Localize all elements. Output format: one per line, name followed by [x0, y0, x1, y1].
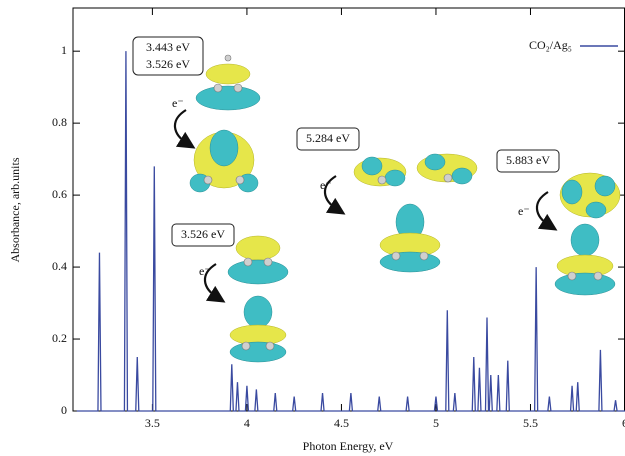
orbital-inset: 5.883 eV e⁻	[497, 150, 620, 295]
y-tick-label: 0	[61, 403, 67, 417]
y-tick-label: 0.6	[52, 187, 67, 201]
annotation: 3.526 eV	[181, 227, 225, 241]
y-axis-title: Absorbance, arb.units	[8, 157, 22, 262]
x-axis-title: Photon Energy, eV	[303, 439, 394, 453]
orbital-inset: 3.526 eV e⁻	[172, 224, 288, 362]
chart: 00.20.40.60.813.544.555.56 3.443 eV 3.52…	[0, 0, 625, 456]
spectrum-line	[77, 51, 625, 411]
annotation: 5.284 eV	[306, 131, 350, 145]
y-tick-label: 1	[61, 43, 67, 57]
y-tick-label: 0.2	[52, 331, 67, 345]
legend-label: CO₂/Ag₅	[529, 38, 572, 52]
y-tick-label: 0.8	[52, 115, 67, 129]
x-tick-label: 5.5	[523, 416, 538, 430]
x-tick-label: 4	[244, 416, 250, 430]
x-tick-label: 3.5	[145, 416, 160, 430]
annotation: 5.883 eV	[506, 153, 550, 167]
orbital-inset: 3.443 eV 3.526 eV e⁻	[133, 37, 260, 192]
y-tick-label: 0.4	[52, 259, 67, 273]
annotation: 3.526 eV	[146, 57, 190, 71]
x-tick-label: 4.5	[334, 416, 349, 430]
annotation: e⁻	[172, 96, 184, 110]
plot-area	[77, 51, 625, 411]
x-tick-label: 5	[433, 416, 439, 430]
orbital-inset: 5.284 eV e⁻	[297, 128, 477, 272]
annotation: 3.443 eV	[146, 40, 190, 54]
annotation: e⁻	[199, 264, 211, 278]
annotation: e⁻	[518, 204, 530, 218]
annotation: e⁻	[320, 178, 332, 192]
